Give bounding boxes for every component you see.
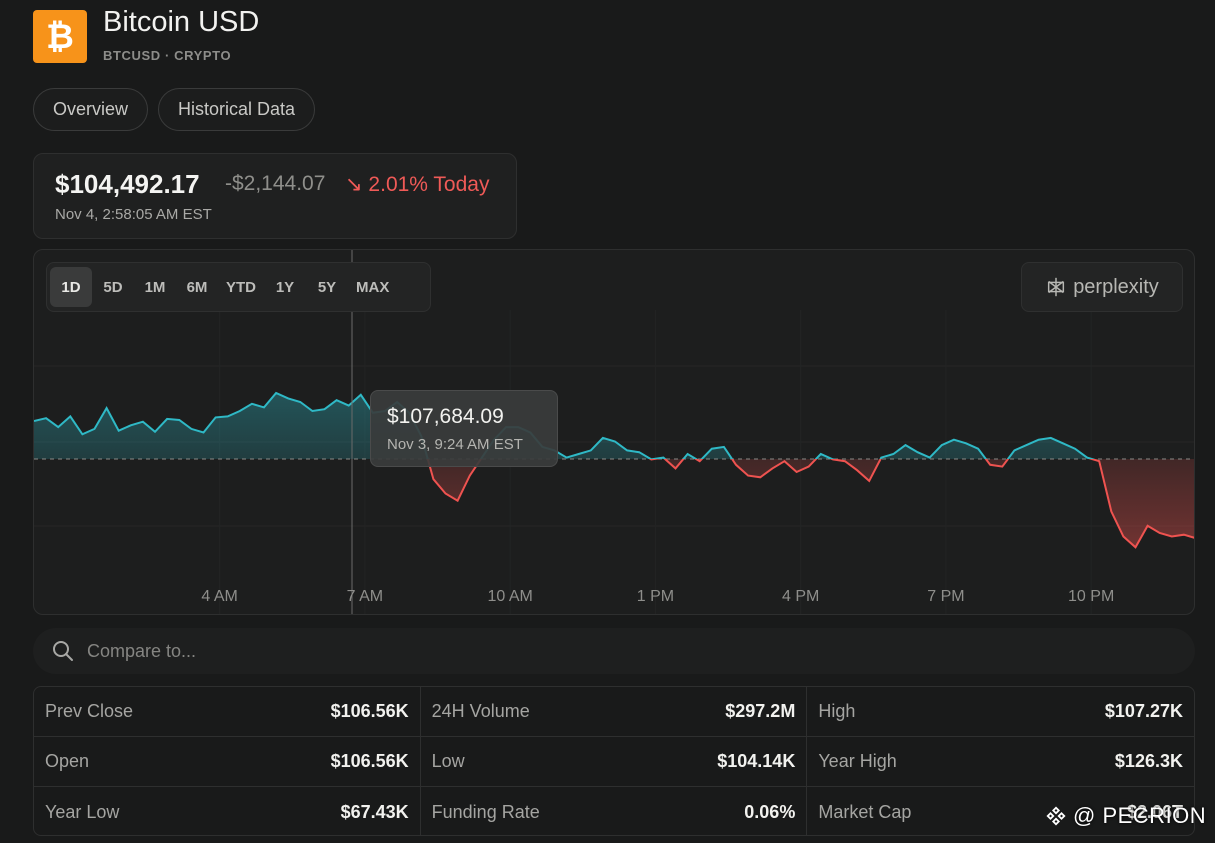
x-tick-label: 7 AM <box>347 588 383 605</box>
current-price: $104,492.17 <box>55 169 200 199</box>
range-1y[interactable]: 1Y <box>275 278 295 296</box>
range-5d[interactable]: 5D <box>103 278 123 296</box>
stat-label: Prev Close <box>45 701 134 721</box>
range-selector: 1D 5D 1M 6M YTD 1Y 5Y MAX <box>46 262 431 312</box>
ticker-subtitle: BTCUSD · CRYPTO <box>103 48 232 63</box>
stat-market-cap: Market Cap $2.06T <box>807 787 1194 835</box>
stat-label: Market Cap <box>818 801 912 822</box>
x-tick-label: 4 PM <box>782 588 819 605</box>
x-tick-label: 10 AM <box>487 588 532 605</box>
price-line-up <box>34 391 1096 460</box>
area-below-baseline <box>34 459 1194 548</box>
range-max[interactable]: MAX <box>356 278 390 296</box>
stat-value: $67.43K <box>340 801 409 822</box>
bitcoin-logo: ₿ <box>33 10 87 63</box>
price-change-percent: ↘ 2.01% Today <box>345 173 490 196</box>
range-1d[interactable]: 1D <box>50 267 92 307</box>
price-line-down <box>426 459 1194 549</box>
stat-label: Year High <box>818 751 897 771</box>
area-above-baseline <box>34 393 1092 460</box>
range-ytd[interactable]: YTD <box>226 278 256 296</box>
stat-value: $104.14K <box>717 751 796 771</box>
stat-funding-rate: Funding Rate 0.06% <box>421 787 808 835</box>
stat-value: $126.3K <box>1114 751 1183 771</box>
tab-historical-data[interactable]: Historical Data <box>158 88 316 131</box>
search-icon <box>53 641 73 661</box>
price-chart-card[interactable]: 4 AM 7 AM 10 AM 1 PM 4 PM 7 PM 10 PM 1D 5D 1M … <box>33 249 1195 615</box>
stat-value: $107.27K <box>1104 701 1183 721</box>
page-title: Bitcoin USD <box>103 6 260 38</box>
tab-overview[interactable]: Overview <box>33 88 149 131</box>
x-tick-label: 7 PM <box>927 588 964 605</box>
stat-prev-close: Prev Close $106.56K <box>34 687 421 737</box>
stat-value: $2.06T <box>1126 801 1183 822</box>
compare-bar[interactable] <box>33 628 1195 674</box>
perplexity-badge: perplexity <box>1021 262 1183 312</box>
stat-label: High <box>818 701 856 721</box>
watermark: @ PECRION <box>1045 803 1206 829</box>
x-tick-label: 1 PM <box>637 588 674 605</box>
tooltip-price: $107,684.09 <box>387 405 504 428</box>
stat-label: Funding Rate <box>431 801 540 822</box>
quote-timestamp: Nov 4, 2:58:05 AM EST <box>55 206 212 223</box>
stat-high: High $107.27K <box>807 687 1194 737</box>
stats-grid: Prev Close $106.56K 24H Volume $297.2M Hig… <box>33 686 1195 836</box>
chart-tooltip: $107,684.09 Nov 3, 9:24 AM EST <box>370 390 558 467</box>
stat-year-low: Year Low $67.43K <box>34 787 421 835</box>
range-1m[interactable]: 1M <box>144 278 166 296</box>
range-5y[interactable]: 5Y <box>317 278 337 296</box>
tooltip-time: Nov 3, 9:24 AM EST <box>387 436 523 453</box>
stat-value: 0.06% <box>744 801 796 822</box>
tab-bar: Overview Historical Data <box>33 88 316 131</box>
stat-open: Open $106.56K <box>34 737 421 787</box>
range-6m[interactable]: 6M <box>186 278 208 296</box>
stat-label: Open <box>45 751 90 771</box>
x-tick-label: 4 AM <box>201 588 237 605</box>
stat-low: Low $104.14K <box>420 737 808 787</box>
stat-24h-volume: 24H Volume $297.2M <box>420 687 808 737</box>
stat-value: $106.56K <box>330 751 409 771</box>
watermark-text: @ PECRION <box>1073 803 1207 828</box>
perplexity-icon <box>1048 277 1065 297</box>
diamond-logo-icon <box>1046 806 1066 826</box>
compare-input[interactable] <box>87 640 687 662</box>
stat-value: $106.56K <box>330 701 409 721</box>
stat-value: $297.2M <box>725 701 796 721</box>
quote-card: $104,492.17 -$2,144.07 ↘ 2.01% Today Nov… <box>33 153 517 239</box>
perplexity-label: perplexity <box>1073 275 1159 298</box>
price-change: -$2,144.07 <box>225 172 326 195</box>
stat-year-high: Year High $126.3K <box>807 737 1194 787</box>
stat-label: Low <box>431 751 465 771</box>
stat-label: Year Low <box>45 801 120 822</box>
stat-label: 24H Volume <box>431 701 530 721</box>
x-tick-label: 10 PM <box>1068 588 1114 605</box>
